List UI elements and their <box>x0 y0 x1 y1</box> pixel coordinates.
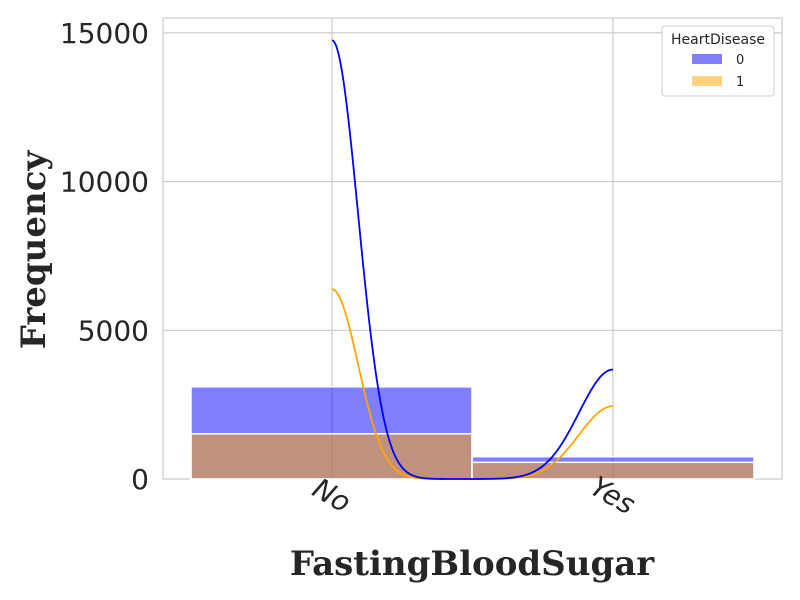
bars-layer <box>190 386 755 480</box>
bar-series-1-No <box>190 433 473 480</box>
legend-title: HeartDisease <box>671 32 765 48</box>
y-tick-label-2: 10000 <box>60 166 149 199</box>
y-tick-labels: 0 5000 10000 15000 <box>60 17 149 496</box>
legend-label-0: 0 <box>736 53 744 68</box>
legend: HeartDisease 0 1 <box>661 25 775 97</box>
grid-lines <box>163 18 782 479</box>
y-axis-title: Frequency <box>14 150 54 350</box>
legend-swatch-1 <box>692 76 722 86</box>
kde-curves-layer <box>331 39 614 480</box>
kde-curve-series-0 <box>331 39 614 480</box>
y-tick-label-0: 0 <box>131 463 149 496</box>
legend-swatch-0 <box>692 54 722 64</box>
y-tick-label-1: 5000 <box>78 314 149 347</box>
legend-label-1: 1 <box>736 75 744 90</box>
y-tick-label-3: 15000 <box>60 17 149 50</box>
x-axis-title: FastingBloodSugar <box>290 544 655 584</box>
